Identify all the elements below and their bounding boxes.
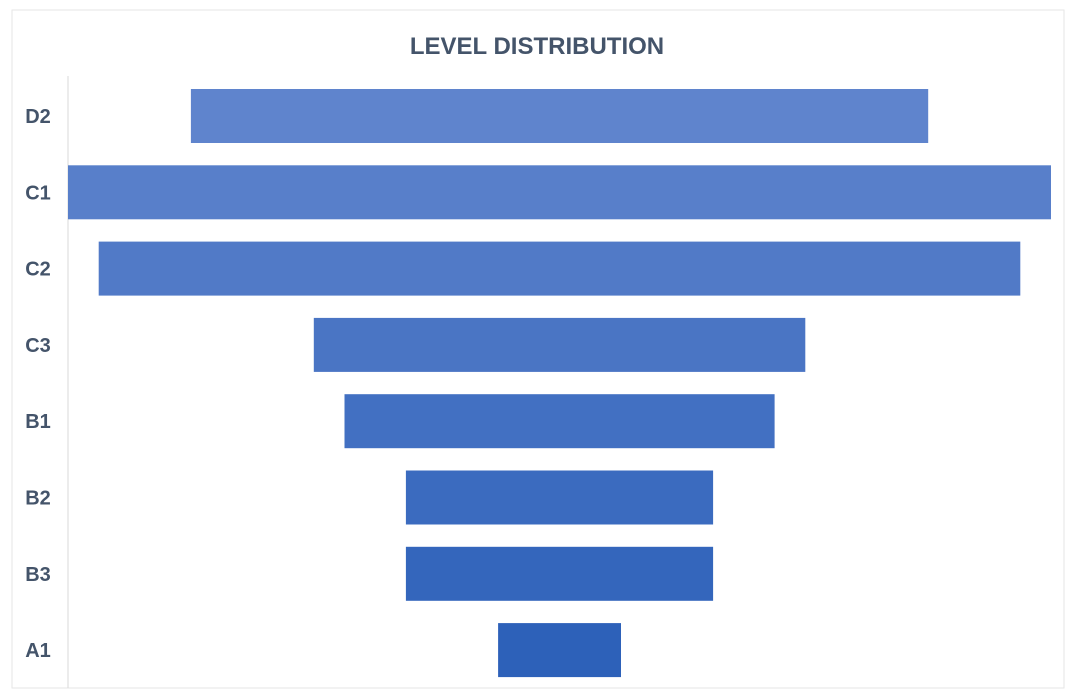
- funnel-bar-b3: [405, 546, 714, 601]
- funnel-bar-b2: [405, 470, 714, 525]
- category-label-a1: A1: [25, 640, 51, 662]
- bars-group: [68, 89, 1051, 678]
- funnel-bar-d2: [190, 89, 929, 143]
- category-label-d2: D2: [25, 106, 51, 128]
- funnel-bar-b1: [344, 394, 775, 449]
- category-label-b2: B2: [25, 488, 51, 510]
- funnel-bar-c2: [98, 241, 1021, 296]
- funnel-bar-c3: [313, 317, 806, 372]
- funnel-bar-a1: [498, 623, 621, 678]
- category-label-c2: C2: [25, 259, 51, 281]
- category-label-b3: B3: [25, 564, 51, 586]
- category-label-c3: C3: [25, 335, 51, 357]
- category-label-b1: B1: [25, 411, 51, 433]
- funnel-bar-c1: [68, 165, 1051, 220]
- chart-title: LEVEL DISTRIBUTION: [410, 33, 664, 60]
- category-labels-group: D2 C1 C2 C3 B1 B2 B3 A1: [25, 106, 51, 662]
- category-label-c1: C1: [25, 182, 51, 204]
